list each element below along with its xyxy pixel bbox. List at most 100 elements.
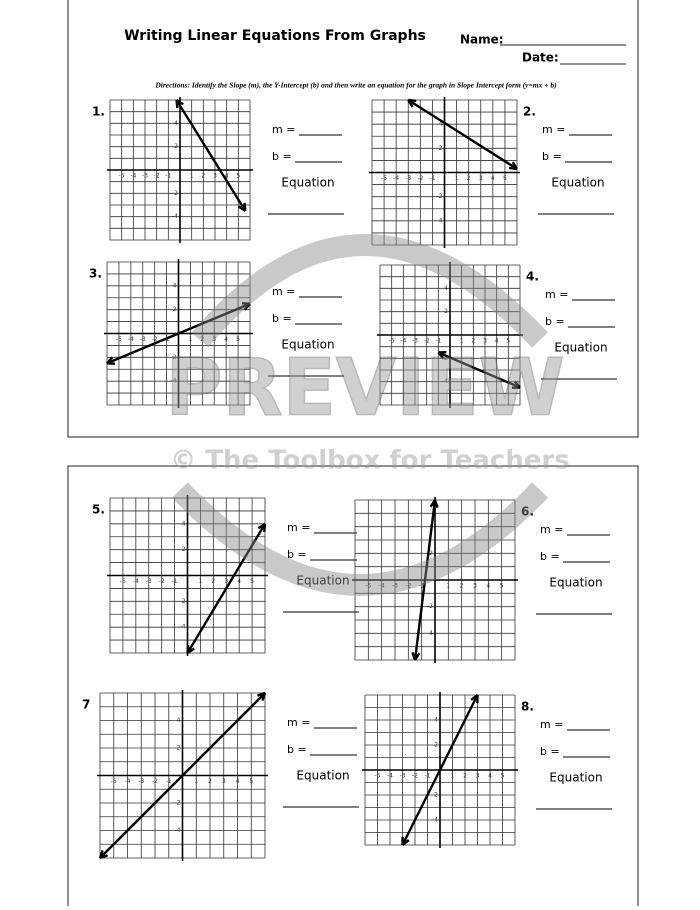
x-axis-label: 1 — [190, 173, 194, 180]
x-axis-label: 2 — [460, 583, 464, 590]
equation-label: Equation — [551, 176, 604, 190]
x-axis-label: 5 — [506, 338, 510, 345]
slope-label: m = — [272, 123, 295, 136]
x-axis-label: -2 — [152, 778, 158, 785]
x-axis-label: -5 — [389, 338, 395, 345]
y-axis-label: 2 — [177, 745, 181, 752]
arrow-head — [106, 356, 116, 365]
x-axis-label: 3 — [473, 583, 477, 590]
problem-number: 1. — [92, 105, 105, 119]
problem-number: 7 — [82, 698, 90, 712]
x-axis-label: -3 — [138, 778, 144, 785]
x-axis-label: 5 — [236, 336, 240, 343]
y-axis-label: -2 — [437, 193, 443, 200]
slope-label: m = — [540, 523, 563, 536]
y-axis-label: 4 — [434, 717, 438, 724]
arrow-head — [429, 499, 439, 508]
x-axis-label: -3 — [400, 773, 406, 780]
intercept-label: b = — [272, 312, 292, 325]
y-axis-label: -4 — [171, 378, 177, 385]
x-axis-label: 1 — [451, 773, 455, 780]
watermark: PREVIEW © The Toolbox for Teachers — [165, 234, 570, 596]
intercept-label: b = — [540, 745, 560, 758]
y-axis-label: -2 — [175, 800, 181, 807]
problem-number: 3. — [89, 267, 102, 281]
x-axis-label: 3 — [222, 778, 226, 785]
x-axis-label: 2 — [467, 175, 471, 182]
x-axis-label: 2 — [208, 778, 212, 785]
x-axis-label: -5 — [365, 583, 371, 590]
arrow-head — [437, 350, 447, 360]
arrow-head — [411, 652, 421, 661]
x-axis-label: 2 — [463, 773, 467, 780]
intercept-label: b = — [272, 150, 292, 163]
y-axis-label: 4 — [439, 121, 443, 128]
sheet-1 — [67, 0, 639, 438]
x-axis-label: 4 — [236, 778, 240, 785]
equation-label: Equation — [549, 576, 602, 590]
x-axis-label: -3 — [412, 338, 418, 345]
arrow-head — [257, 691, 267, 701]
y-axis-label: -2 — [442, 355, 448, 362]
graph-line — [186, 523, 267, 654]
y-axis-label: -2 — [171, 354, 177, 361]
intercept-label: b = — [287, 743, 307, 756]
x-axis-label: -3 — [405, 175, 411, 182]
y-axis-label: 4 — [173, 282, 177, 289]
arrow-head — [508, 161, 519, 171]
y-axis-label: 4 — [444, 285, 448, 292]
arrow-head — [237, 202, 247, 212]
x-axis-label: -2 — [424, 338, 430, 345]
date-label: Date: — [522, 51, 559, 65]
title: Writing Linear Equations From Graphs — [124, 28, 426, 44]
y-axis-label: 2 — [439, 145, 443, 152]
intercept-label: b = — [545, 315, 565, 328]
x-axis-label: -1 — [172, 578, 178, 585]
x-axis-label: -3 — [142, 173, 148, 180]
x-axis-label: 2 — [211, 578, 215, 585]
x-axis-label: 4 — [225, 173, 229, 180]
x-axis-label: 3 — [479, 175, 483, 182]
arrow-head — [401, 836, 410, 846]
x-axis-label: 4 — [224, 336, 228, 343]
x-axis-label: 3 — [213, 173, 217, 180]
x-axis-label: -4 — [128, 336, 134, 343]
x-axis-label: 4 — [491, 175, 495, 182]
x-axis-label: -5 — [116, 336, 122, 343]
x-axis-label: 2 — [200, 336, 204, 343]
x-axis-label: -1 — [165, 173, 171, 180]
intercept-label: b = — [540, 550, 560, 563]
y-axis-label: -4 — [180, 624, 186, 631]
arrow-head — [241, 302, 251, 311]
arrow-head — [407, 98, 417, 108]
x-axis-label: 2 — [201, 173, 205, 180]
x-axis-label: -1 — [425, 773, 431, 780]
y-axis-label: -4 — [175, 827, 181, 834]
equation-label: Equation — [296, 574, 349, 588]
x-axis-label: -4 — [125, 778, 131, 785]
x-axis-label: 4 — [495, 338, 499, 345]
equation-label: Equation — [281, 176, 334, 190]
problem-number: 8. — [521, 700, 534, 714]
x-axis-label: -5 — [119, 173, 125, 180]
y-axis-label: -4 — [432, 817, 438, 824]
y-axis-label: 2 — [444, 308, 448, 315]
x-axis-label: 1 — [194, 778, 198, 785]
x-axis-label: -2 — [405, 583, 411, 590]
x-axis-label: 5 — [249, 778, 253, 785]
x-axis-label: -4 — [400, 338, 406, 345]
x-axis-label: -2 — [152, 336, 158, 343]
graph-line — [175, 99, 247, 212]
y-axis-label: 2 — [429, 550, 433, 557]
x-axis-label: -1 — [429, 175, 435, 182]
y-axis-label: 2 — [174, 143, 178, 150]
x-axis-label: 3 — [483, 338, 487, 345]
y-axis-label: 2 — [173, 306, 177, 313]
x-axis-label: 1 — [189, 336, 193, 343]
x-axis-label: 3 — [476, 773, 480, 780]
x-axis-label: -4 — [393, 175, 399, 182]
x-axis-label: -4 — [379, 583, 385, 590]
y-axis-label: 4 — [177, 717, 181, 724]
watermark-arc — [191, 234, 548, 348]
